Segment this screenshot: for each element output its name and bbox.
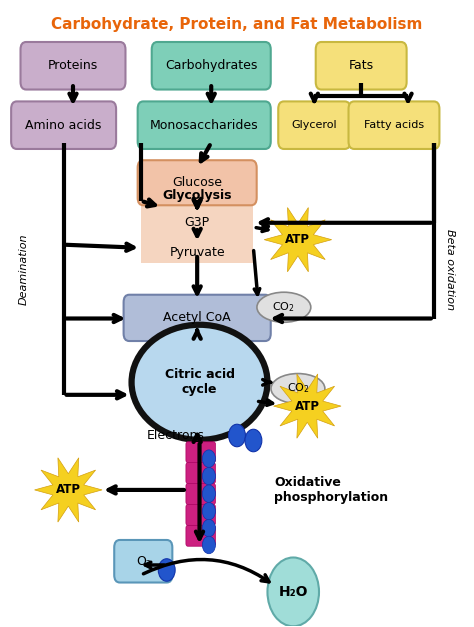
Text: Fatty acids: Fatty acids xyxy=(364,120,424,130)
Circle shape xyxy=(228,424,246,447)
Circle shape xyxy=(202,502,216,520)
FancyBboxPatch shape xyxy=(186,505,216,525)
Text: Carbohydrate, Protein, and Fat Metabolism: Carbohydrate, Protein, and Fat Metabolis… xyxy=(51,17,423,32)
Text: G3P: G3P xyxy=(184,216,210,229)
Text: Citric acid
cycle: Citric acid cycle xyxy=(164,368,235,396)
Text: ATP: ATP xyxy=(56,483,81,497)
FancyBboxPatch shape xyxy=(141,171,254,263)
Text: O₂: O₂ xyxy=(136,555,151,567)
FancyBboxPatch shape xyxy=(186,483,216,505)
Text: Glycolysis: Glycolysis xyxy=(163,189,232,203)
Polygon shape xyxy=(264,208,332,272)
FancyBboxPatch shape xyxy=(114,540,173,582)
Text: Glucose: Glucose xyxy=(172,176,222,189)
Text: Pyruvate: Pyruvate xyxy=(169,246,225,259)
Circle shape xyxy=(245,429,262,452)
Circle shape xyxy=(158,559,175,581)
Text: CO$_2$: CO$_2$ xyxy=(273,300,295,314)
Text: CO$_2$: CO$_2$ xyxy=(286,382,310,396)
Circle shape xyxy=(202,536,216,554)
Polygon shape xyxy=(273,374,341,438)
FancyBboxPatch shape xyxy=(278,102,350,149)
FancyBboxPatch shape xyxy=(186,442,216,463)
Text: ATP: ATP xyxy=(295,399,320,413)
Text: Oxidative
phosphorylation: Oxidative phosphorylation xyxy=(274,476,389,504)
Text: Deamination: Deamination xyxy=(19,234,29,305)
Text: Monosaccharides: Monosaccharides xyxy=(150,119,258,132)
Circle shape xyxy=(202,450,216,467)
Ellipse shape xyxy=(132,325,267,440)
FancyBboxPatch shape xyxy=(186,525,216,546)
FancyBboxPatch shape xyxy=(124,295,271,341)
FancyBboxPatch shape xyxy=(20,42,126,90)
Circle shape xyxy=(202,519,216,537)
Circle shape xyxy=(202,467,216,485)
FancyBboxPatch shape xyxy=(152,42,271,90)
Text: Beta oxidation: Beta oxidation xyxy=(445,229,455,310)
Text: Glycerol: Glycerol xyxy=(292,120,337,130)
Circle shape xyxy=(267,557,319,626)
Circle shape xyxy=(202,485,216,502)
Text: Acetyl CoA: Acetyl CoA xyxy=(164,312,231,324)
Ellipse shape xyxy=(257,292,311,322)
Polygon shape xyxy=(35,458,102,522)
Text: H₂O: H₂O xyxy=(279,585,308,599)
Text: Carbohydrates: Carbohydrates xyxy=(165,60,257,72)
Text: Proteins: Proteins xyxy=(48,60,98,72)
FancyBboxPatch shape xyxy=(11,102,116,149)
Text: ATP: ATP xyxy=(285,233,310,246)
Text: Amino acids: Amino acids xyxy=(26,119,102,132)
FancyBboxPatch shape xyxy=(137,161,257,205)
FancyBboxPatch shape xyxy=(316,42,407,90)
Ellipse shape xyxy=(271,374,325,404)
FancyBboxPatch shape xyxy=(186,463,216,483)
FancyBboxPatch shape xyxy=(348,102,439,149)
FancyBboxPatch shape xyxy=(137,102,271,149)
Text: Fats: Fats xyxy=(348,60,374,72)
Text: Electrons: Electrons xyxy=(147,429,205,442)
